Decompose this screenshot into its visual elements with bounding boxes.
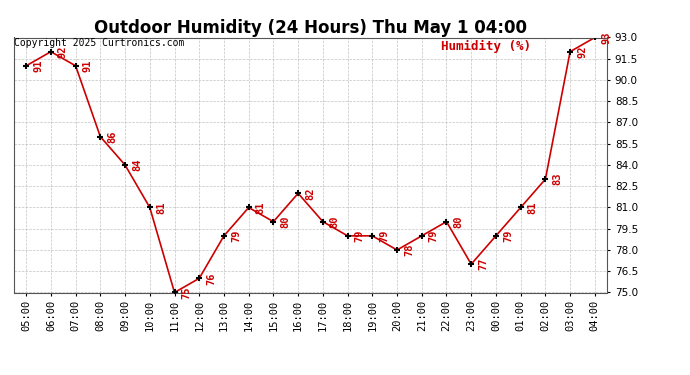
Text: 93: 93	[602, 31, 612, 44]
Text: 81: 81	[528, 201, 538, 214]
Text: 81: 81	[157, 201, 167, 214]
Text: 77: 77	[478, 258, 488, 270]
Text: 92: 92	[58, 45, 68, 58]
Text: 79: 79	[380, 230, 389, 242]
Title: Outdoor Humidity (24 Hours) Thu May 1 04:00: Outdoor Humidity (24 Hours) Thu May 1 04…	[94, 20, 527, 38]
Text: 76: 76	[206, 272, 216, 285]
Text: 79: 79	[231, 230, 241, 242]
Text: 91: 91	[33, 60, 43, 72]
Text: 80: 80	[453, 215, 464, 228]
Text: 80: 80	[280, 215, 290, 228]
Text: 91: 91	[83, 60, 92, 72]
Text: 79: 79	[428, 230, 439, 242]
Text: Copyright 2025 Curtronics.com: Copyright 2025 Curtronics.com	[14, 38, 184, 48]
Text: 79: 79	[355, 230, 364, 242]
Text: 78: 78	[404, 244, 414, 256]
Text: 80: 80	[330, 215, 339, 228]
Text: 86: 86	[107, 130, 117, 143]
Text: 83: 83	[552, 173, 562, 185]
Text: 79: 79	[503, 230, 513, 242]
Text: 75: 75	[181, 286, 191, 299]
Text: 82: 82	[305, 187, 315, 200]
Text: 92: 92	[577, 45, 587, 58]
Text: Humidity (%): Humidity (%)	[441, 40, 531, 53]
Text: 84: 84	[132, 159, 142, 171]
Text: 81: 81	[255, 201, 266, 214]
